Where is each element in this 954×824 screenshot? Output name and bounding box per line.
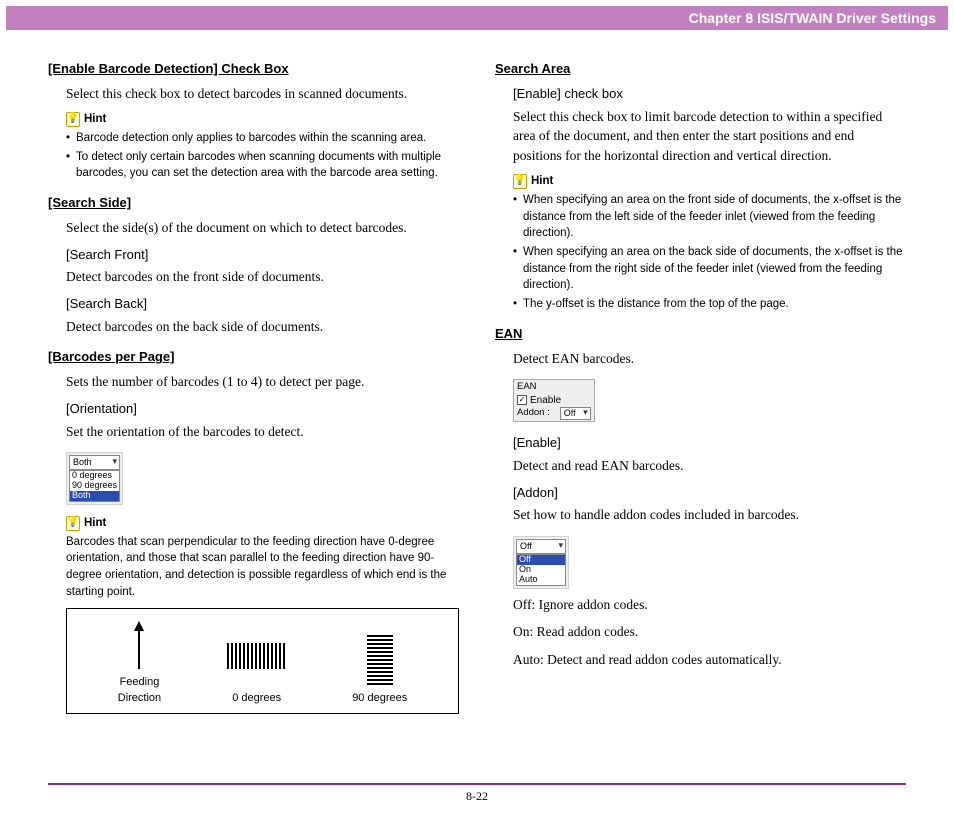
orientation-dropdown-value[interactable]: Both <box>69 455 120 470</box>
zero-degrees-col: 0 degrees <box>227 643 287 707</box>
ean-body: Detect EAN barcodes. <box>513 349 906 369</box>
search-front-body: Detect barcodes on the front side of doc… <box>66 267 459 287</box>
page-number: 8-22 <box>466 789 488 803</box>
addon-dropdown-value[interactable]: Off <box>516 539 566 554</box>
feeding-direction-col: Feeding Direction <box>118 621 161 707</box>
barcode-vertical-icon <box>367 635 393 685</box>
ean-heading: EAN <box>495 325 906 344</box>
barcodes-per-page-heading: [Barcodes per Page] <box>48 348 459 367</box>
hint-item: When specifying an area on the front sid… <box>523 192 906 242</box>
hint-icon: 💡 <box>66 112 80 127</box>
feeding-direction-label: Feeding Direction <box>118 675 161 707</box>
orientation-dropdown[interactable]: Both 0 degrees 90 degrees Both <box>66 452 123 505</box>
arrow-stem <box>138 631 140 669</box>
enable-subheading: [Enable] <box>513 434 906 453</box>
hint-item: The y-offset is the distance from the to… <box>523 296 789 313</box>
ninety-degrees-col: 90 degrees <box>352 635 407 707</box>
arrow-icon <box>134 621 144 631</box>
barcodes-per-page-body: Sets the number of barcodes (1 to 4) to … <box>66 372 459 392</box>
ean-enable-checkbox[interactable]: ✓ Enable <box>517 394 591 407</box>
ean-box-title: EAN <box>517 381 591 393</box>
orientation-hint-text: Barcodes that scan perpendicular to the … <box>66 534 459 601</box>
hint-item: Barcode detection only applies to barcod… <box>76 130 426 147</box>
addon-on-text: On: Read addon codes. <box>513 622 906 642</box>
ean-addon-select[interactable]: Off <box>560 407 591 421</box>
barcode-horizontal-icon <box>227 643 287 669</box>
checkbox-icon[interactable]: ✓ <box>517 395 527 405</box>
right-column: Search Area [Enable] check box Select th… <box>495 60 906 714</box>
addon-off-text: Off: Ignore addon codes. <box>513 595 906 615</box>
hint-row: 💡 Hint <box>66 111 459 128</box>
hint-list: Barcode detection only applies to barcod… <box>66 130 459 182</box>
ean-enable-label: Enable <box>530 394 561 407</box>
zero-degrees-label: 0 degrees <box>227 691 287 707</box>
search-front-heading: [Search Front] <box>66 246 459 265</box>
enable-subbody: Detect and read EAN barcodes. <box>513 456 906 476</box>
addon-dropdown[interactable]: Off Off On Auto <box>513 536 569 589</box>
left-column: [Enable Barcode Detection] Check Box Sel… <box>48 60 459 714</box>
orientation-body: Set the orientation of the barcodes to d… <box>66 422 459 442</box>
search-side-body: Select the side(s) of the document on wh… <box>66 218 459 238</box>
search-side-heading: [Search Side] <box>48 194 459 213</box>
search-back-heading: [Search Back] <box>66 295 459 314</box>
enable-barcode-body: Select this check box to detect barcodes… <box>66 84 459 104</box>
orientation-heading: [Orientation] <box>66 400 459 419</box>
addon-subbody: Set how to handle addon codes included i… <box>513 505 906 525</box>
hint-list: When specifying an area on the front sid… <box>513 192 906 313</box>
addon-auto-text: Auto: Detect and read addon codes automa… <box>513 650 906 670</box>
page-body: [Enable Barcode Detection] Check Box Sel… <box>0 30 954 714</box>
ean-addon-label: Addon : <box>517 407 550 419</box>
hint-item: When specifying an area on the back side… <box>523 244 906 294</box>
ean-settings-box: EAN ✓ Enable Addon : Off <box>513 379 595 422</box>
hint-row: 💡 Hint <box>66 515 459 532</box>
dropdown-option[interactable]: Auto <box>517 575 565 585</box>
page-footer: 8-22 <box>48 783 906 804</box>
search-area-body: Select this check box to limit barcode d… <box>513 107 906 166</box>
search-area-heading: Search Area <box>495 60 906 79</box>
dropdown-option-selected[interactable]: Both <box>70 491 119 501</box>
ninety-degrees-label: 90 degrees <box>352 691 407 707</box>
addon-subheading: [Addon] <box>513 484 906 503</box>
hint-label: Hint <box>84 111 106 128</box>
orientation-diagram: Feeding Direction 0 degrees 90 degrees <box>66 608 459 714</box>
chapter-header: Chapter 8 ISIS/TWAIN Driver Settings <box>6 6 948 30</box>
enable-barcode-heading: [Enable Barcode Detection] Check Box <box>48 60 459 79</box>
hint-label: Hint <box>84 515 106 532</box>
enable-checkbox-heading: [Enable] check box <box>513 85 906 104</box>
hint-icon: 💡 <box>66 516 80 531</box>
search-back-body: Detect barcodes on the back side of docu… <box>66 317 459 337</box>
hint-icon: 💡 <box>513 174 527 189</box>
hint-row: 💡 Hint <box>513 173 906 190</box>
hint-item: To detect only certain barcodes when sca… <box>76 149 459 182</box>
hint-label: Hint <box>531 173 553 190</box>
